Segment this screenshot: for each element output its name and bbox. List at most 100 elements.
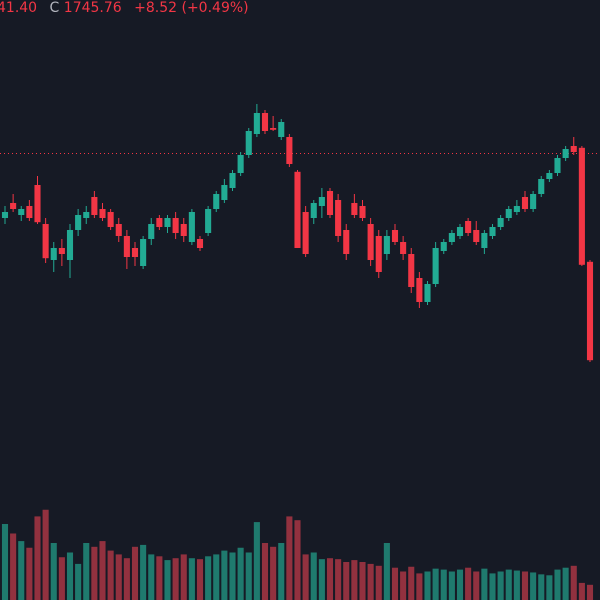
candle-body	[546, 173, 553, 179]
candle-body	[481, 233, 488, 248]
candle-body	[245, 131, 252, 155]
volume-bar	[586, 584, 594, 600]
volume-bar	[489, 573, 496, 600]
volume-bar	[456, 569, 464, 600]
candle-body	[570, 146, 577, 152]
candle-body	[26, 206, 33, 218]
candle-body	[237, 155, 244, 173]
candle-body	[140, 239, 147, 266]
volume-bar	[408, 566, 415, 600]
volume-bar	[66, 552, 74, 600]
candle-body	[270, 128, 277, 130]
change: +8.52 (+0.49%)	[134, 0, 248, 16]
candle-body	[172, 218, 179, 233]
candle-body	[359, 206, 366, 218]
volume-bar	[42, 509, 49, 600]
candle-body	[530, 194, 537, 209]
volume-bar	[213, 554, 220, 600]
candle-body	[473, 230, 480, 242]
candle-body	[286, 137, 293, 164]
candle-body	[351, 203, 358, 215]
candle-body	[367, 224, 374, 260]
volume-bar	[172, 558, 179, 600]
volume-bar	[75, 563, 82, 600]
candle-body	[221, 185, 228, 200]
volume-bar	[148, 554, 155, 600]
candle-body	[456, 227, 464, 236]
volume-bar	[237, 547, 244, 600]
volume-bar	[123, 558, 130, 600]
candle-body	[99, 209, 106, 218]
volume-bar	[26, 547, 33, 600]
volume-bar	[473, 571, 480, 600]
volume-bar	[343, 562, 350, 600]
volume-bar	[513, 570, 520, 600]
candle-body	[50, 248, 57, 260]
candle-body	[497, 218, 504, 227]
volume-bar	[481, 568, 488, 600]
candle-body	[107, 212, 114, 227]
volume-bar	[261, 543, 269, 600]
volume-bar	[383, 543, 390, 600]
volume-bar	[310, 552, 317, 600]
candle-body	[10, 203, 17, 209]
volume-bar	[375, 565, 382, 600]
volume-bar	[400, 571, 407, 600]
candle-body	[164, 218, 171, 227]
candle-body	[58, 248, 65, 254]
candle-body	[383, 236, 390, 254]
candle-body	[115, 224, 122, 236]
volume-bar	[554, 569, 561, 600]
volume-bar	[440, 569, 447, 600]
volume-bar	[432, 568, 439, 600]
volume-bar	[229, 552, 236, 600]
candle-body	[335, 200, 342, 236]
candle-body	[448, 233, 455, 242]
candle-body	[521, 197, 529, 209]
candle-body	[91, 197, 98, 215]
low-value: 41.40	[0, 0, 37, 16]
volume-panel	[1, 509, 594, 600]
candle-body	[400, 242, 407, 254]
volume-bar	[115, 554, 122, 600]
candle-body	[156, 218, 163, 227]
volume-bar	[180, 554, 187, 600]
candle-body	[66, 230, 74, 260]
candle-body	[302, 212, 309, 254]
candle-body	[148, 224, 155, 239]
volume-bar	[448, 571, 455, 600]
candle-body	[196, 239, 204, 248]
candle-body	[34, 185, 41, 223]
candle-body	[229, 173, 236, 188]
volume-bar	[245, 552, 252, 600]
candle-body	[294, 171, 301, 248]
volume-bar	[570, 565, 577, 600]
volume-bar	[505, 569, 512, 600]
volume-bar	[359, 562, 366, 600]
volume-bar	[253, 522, 260, 600]
volume-bar	[465, 567, 472, 600]
volume-bar	[34, 516, 41, 600]
legend: 41.40 C 1745.76 +8.52 (+0.49%)	[0, 0, 249, 16]
volume-bar	[91, 546, 98, 600]
volume-bar	[497, 571, 504, 600]
candle-body	[318, 197, 325, 206]
volume-bar	[286, 516, 293, 600]
price-panel	[0, 104, 600, 362]
candle-body	[131, 248, 139, 257]
candle-body	[391, 230, 399, 242]
candle-body	[310, 203, 317, 218]
candle-body	[432, 248, 439, 284]
volume-bar	[578, 582, 585, 600]
candle-body	[205, 209, 212, 233]
candle-body	[18, 209, 25, 215]
candle-body	[213, 194, 220, 209]
volume-bar	[18, 541, 25, 600]
close-value: 1745.76	[64, 0, 122, 16]
volume-bar	[562, 567, 569, 600]
volume-bar	[546, 575, 553, 600]
candle-body	[1, 212, 9, 218]
volume-bar	[10, 533, 17, 600]
volume-bar	[416, 573, 423, 600]
candle-body	[180, 224, 187, 236]
